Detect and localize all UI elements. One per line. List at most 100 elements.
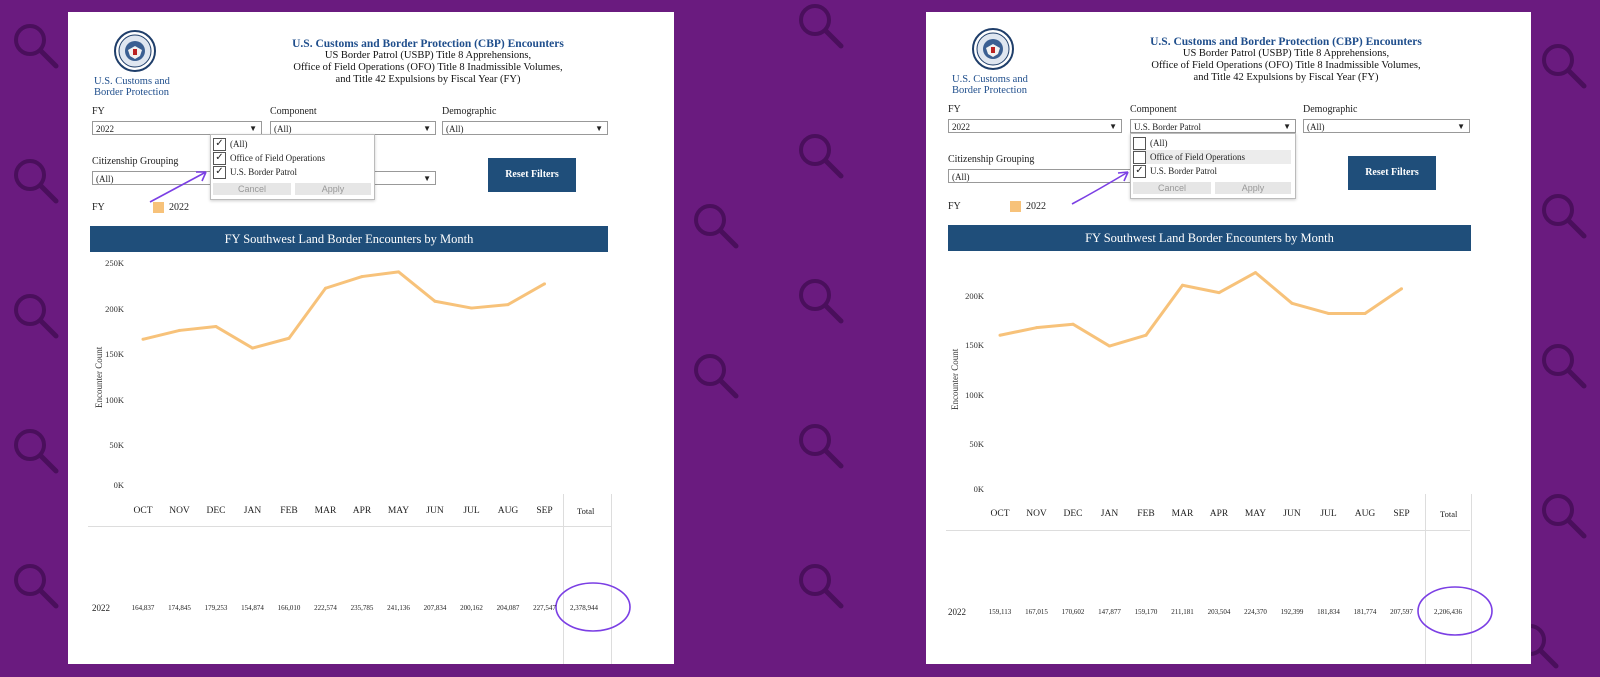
table-cell-jun: 192,399: [1280, 608, 1304, 616]
data-point-dec[interactable]: [214, 325, 218, 329]
data-point-aug[interactable]: [506, 303, 510, 307]
data-point-sep[interactable]: [1400, 287, 1403, 291]
table-cell-aug: 181,774: [1353, 608, 1377, 616]
month-header-apr: APR: [352, 506, 372, 516]
data-point-may[interactable]: [1254, 271, 1257, 275]
table-cell-jan: 147,877: [1098, 608, 1121, 616]
month-header-jul: JUL: [1320, 509, 1337, 519]
y-tick-label: 50K: [109, 440, 124, 450]
data-point-jul[interactable]: [470, 306, 473, 310]
cancel-button[interactable]: Cancel: [1133, 182, 1211, 194]
table-row-year: 2022: [948, 607, 966, 617]
data-point-jan[interactable]: [1108, 344, 1111, 348]
demographic-select[interactable]: (All) ▼: [442, 121, 608, 135]
annotation-arrow-icon: [1071, 171, 1129, 205]
logo-line-2: Border Protection: [952, 85, 1027, 96]
month-header-nov: NOV: [169, 506, 190, 516]
data-point-oct[interactable]: [998, 333, 1002, 337]
y-tick-label: 200K: [105, 304, 124, 314]
magnifier-background-icon: [690, 200, 742, 252]
table-cell-feb: 159,170: [1134, 608, 1158, 616]
annotation-circle-icon: [1417, 586, 1493, 636]
data-point-feb[interactable]: [287, 336, 291, 340]
dropdown-option-all[interactable]: ✓ (All): [213, 137, 248, 152]
component-select-value: U.S. Border Patrol: [1134, 122, 1201, 132]
dropdown-option-label: (All): [230, 139, 248, 149]
reset-filters-button[interactable]: Reset Filters: [1348, 156, 1436, 190]
table-divider: [88, 526, 612, 527]
magnifier-background-icon: [795, 130, 847, 182]
demographic-select[interactable]: (All) ▼: [1303, 119, 1470, 133]
checkbox-unchecked-icon[interactable]: [1133, 137, 1146, 151]
checkbox-unchecked-icon[interactable]: [1133, 151, 1146, 165]
data-point-jan[interactable]: [251, 346, 254, 350]
data-point-jun[interactable]: [433, 299, 437, 303]
checkbox-checked-icon[interactable]: ✓: [1133, 165, 1146, 179]
checkbox-checked-icon[interactable]: ✓: [213, 152, 226, 166]
legend-item-2022: 2022: [1026, 201, 1046, 212]
fy-select[interactable]: 2022 ▼: [948, 119, 1122, 133]
month-header-aug: AUG: [1354, 509, 1376, 519]
chevron-down-icon: ▼: [1457, 122, 1465, 131]
dropdown-option-label: Office of Field Operations: [230, 153, 326, 163]
month-header-sep: SEP: [536, 506, 553, 516]
demographic-select-value: (All): [446, 124, 464, 134]
data-point-aug[interactable]: [1363, 311, 1367, 315]
component-select[interactable]: U.S. Border Patrol ▼: [1130, 119, 1296, 133]
data-point-feb[interactable]: [1144, 333, 1148, 337]
apply-button[interactable]: Apply: [295, 183, 371, 195]
dropdown-option-all[interactable]: (All): [1133, 136, 1168, 151]
data-point-mar[interactable]: [1181, 283, 1184, 287]
chevron-down-icon: ▼: [423, 124, 431, 133]
data-point-jul[interactable]: [1327, 311, 1330, 315]
component-select-value: (All): [274, 124, 292, 134]
dropdown-option-usbp[interactable]: ✓ U.S. Border Patrol: [213, 165, 297, 180]
apply-button[interactable]: Apply: [1215, 182, 1291, 194]
data-point-apr[interactable]: [360, 275, 364, 279]
total-column-divider: [563, 494, 564, 664]
dropdown-option-ofo[interactable]: ✓ Office of Field Operations: [213, 151, 326, 166]
demographic-filter-label: Demographic: [442, 106, 497, 117]
month-header-dec: DEC: [206, 506, 226, 516]
y-tick-label: 150K: [965, 340, 984, 350]
component-dropdown: ✓ (All) ✓ Office of Field Operations ✓ U.S.…: [210, 134, 375, 200]
magnifier-background-icon: [795, 275, 847, 327]
logo-line-1: U.S. Customs and: [94, 76, 170, 87]
magnifier-background-icon: [690, 350, 742, 402]
month-header-mar: MAR: [1171, 509, 1194, 519]
component-filter-label: Component: [270, 106, 317, 117]
data-point-may[interactable]: [397, 270, 400, 274]
data-point-jun[interactable]: [1290, 301, 1294, 305]
table-cell-feb: 166,010: [277, 604, 301, 612]
magnifier-background-icon: [10, 155, 62, 207]
data-point-mar[interactable]: [324, 286, 327, 290]
total-column-divider: [1471, 494, 1472, 664]
dropdown-option-ofo[interactable]: Office of Field Operations: [1133, 150, 1291, 165]
subtitle-line-1: US Border Patrol (USBP) Title 8 Apprehen…: [324, 50, 532, 61]
magnifier-background-icon: [1538, 40, 1590, 92]
dropdown-option-label: (All): [1150, 138, 1168, 148]
y-tick-label: 100K: [105, 395, 124, 405]
data-point-sep[interactable]: [543, 282, 546, 286]
data-point-dec[interactable]: [1071, 322, 1075, 326]
month-header-jan: JAN: [1100, 509, 1119, 519]
checkbox-checked-icon[interactable]: ✓: [213, 138, 226, 152]
chevron-down-icon: ▼: [1109, 122, 1117, 131]
table-cell-aug: 204,087: [496, 604, 520, 612]
table-cell-apr: 203,504: [1207, 608, 1231, 616]
table-cell-jul: 200,162: [460, 604, 483, 612]
cancel-button[interactable]: Cancel: [213, 183, 291, 195]
data-point-apr[interactable]: [1217, 291, 1221, 295]
citizenship-filter-label: Citizenship Grouping: [92, 156, 179, 167]
magnifier-background-icon: [10, 20, 62, 72]
total-value: 2,378,944: [570, 604, 598, 612]
fy-select[interactable]: 2022 ▼: [92, 121, 262, 135]
line-chart-left: [141, 270, 546, 350]
dropdown-option-usbp[interactable]: ✓ U.S. Border Patrol: [1133, 164, 1217, 179]
reset-filters-button[interactable]: Reset Filters: [488, 158, 576, 192]
data-point-oct[interactable]: [141, 337, 145, 341]
dropdown-option-label: Office of Field Operations: [1150, 152, 1246, 162]
data-point-nov[interactable]: [178, 328, 181, 332]
checkbox-checked-icon[interactable]: ✓: [213, 166, 226, 180]
data-point-nov[interactable]: [1035, 326, 1038, 330]
